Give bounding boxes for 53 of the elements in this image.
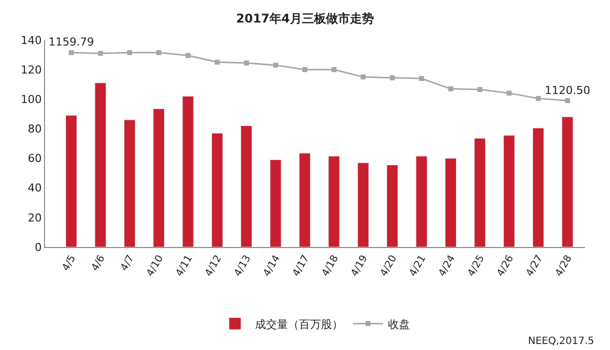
chart-title: 2017年4月三板做市走势 [236,11,374,26]
bar [240,126,252,247]
point [477,87,482,92]
bar [562,116,574,247]
point [273,62,278,68]
point [390,75,395,80]
bar [444,158,457,247]
bar [65,115,78,247]
bar [328,156,340,247]
point [156,50,162,56]
point [360,74,366,80]
point [331,67,336,72]
x-tick-label: 4/6 [90,254,108,273]
bar [503,135,515,247]
y-tick-label: 40 [28,182,42,195]
bar [532,128,544,247]
point [419,76,424,82]
bar [94,82,106,247]
point [214,60,220,65]
y-tick-label: 140 [20,34,42,47]
bar [298,152,311,247]
point [302,67,308,72]
point [506,90,512,96]
x-tick-label: 4/5 [60,254,78,273]
y-tick-label: 100 [20,92,42,106]
y-tick-label: 20 [28,211,42,224]
bar [153,108,165,247]
point [448,86,454,92]
bar [124,120,136,247]
y-tick-label: 60 [28,152,42,166]
y-tick-label: 120 [20,63,42,76]
point [244,60,249,66]
y-tick-label: 0 [34,240,42,254]
bar [416,156,428,247]
y-tick-label: 80 [28,122,42,136]
point [186,53,191,58]
point [68,50,74,56]
point [536,96,541,101]
bar [182,96,194,247]
point [564,98,570,104]
bar [474,138,486,247]
bar [386,164,398,247]
point [98,50,103,56]
bar [211,132,224,247]
bar [357,162,369,247]
data-label: 1159.79 [48,36,94,49]
text: NEEQ,2017.5 [528,336,594,347]
point [127,50,132,56]
x-tick-label: 4/7 [119,254,137,273]
legend-label: 成交量（百万股） [255,318,343,331]
data-label: 1120.50 [544,84,590,97]
legend-label: 收盘 [388,318,410,331]
bar [270,160,282,247]
